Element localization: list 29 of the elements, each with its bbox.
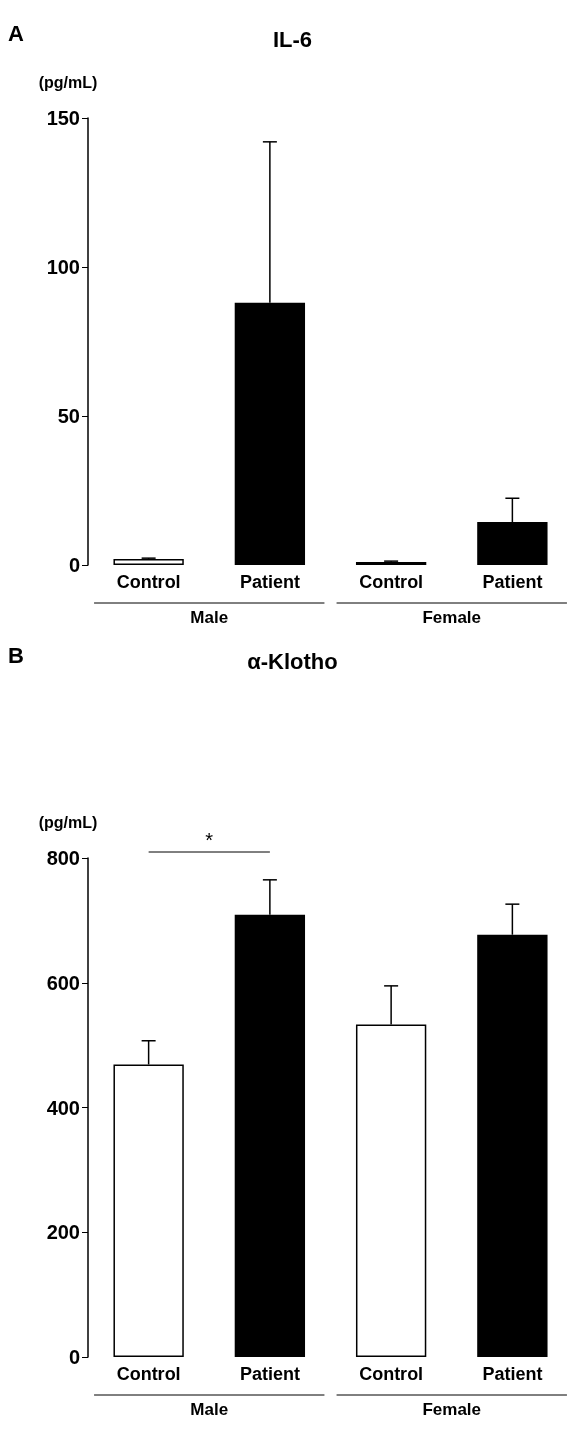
text: *	[205, 829, 214, 851]
text: Male	[190, 1400, 229, 1419]
x-tick-label: Control	[116, 572, 181, 592]
x-tick-label: Control	[359, 572, 424, 592]
y-axis-title: (pg/mL)	[38, 813, 98, 831]
x-tick-label: Patient	[482, 572, 543, 592]
chart-title: α-Klotho	[247, 648, 338, 674]
x-tick-label: Control	[359, 1364, 424, 1384]
y-tick-label: 0	[68, 1346, 80, 1368]
y-tick-label: 200	[46, 1221, 80, 1244]
y-tick-label: 600	[46, 971, 80, 994]
chart-title: IL-6	[272, 26, 313, 52]
text: Female	[422, 1400, 482, 1419]
text: Male	[190, 608, 229, 627]
x-tick-label: Control	[116, 1364, 181, 1384]
y-tick-label: 100	[46, 256, 80, 278]
y-axis-title: (pg/mL)	[38, 73, 98, 91]
y-tick-label: 800	[46, 847, 80, 869]
text: B	[8, 642, 24, 668]
x-tick-label: Patient	[239, 572, 300, 592]
text: Female	[422, 608, 482, 627]
x-tick-label: Patient	[239, 1364, 300, 1384]
y-tick-label: 150	[46, 107, 80, 129]
y-tick-label: 0	[68, 554, 80, 576]
y-tick-label: 50	[57, 405, 80, 427]
text: A	[8, 20, 24, 46]
y-tick-label: 400	[46, 1096, 80, 1119]
bar	[113, 559, 184, 565]
x-tick-label: Patient	[482, 1364, 543, 1384]
